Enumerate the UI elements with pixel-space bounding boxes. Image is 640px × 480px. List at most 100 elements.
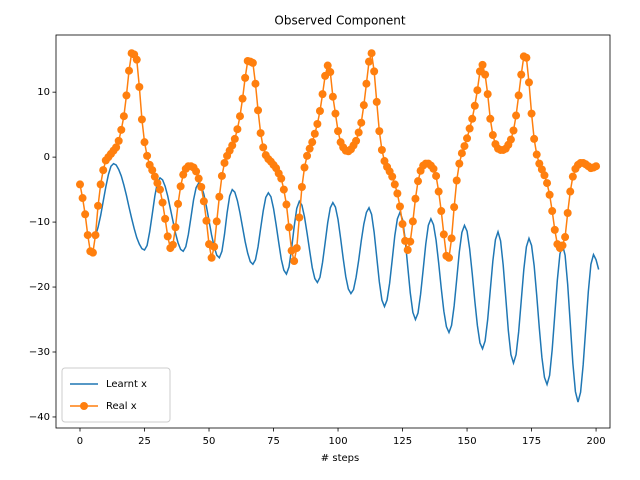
data-point: [285, 223, 294, 232]
data-point: [171, 223, 180, 232]
data-point: [153, 179, 162, 188]
data-point: [522, 53, 531, 62]
data-point: [592, 162, 601, 171]
data-point: [543, 179, 552, 188]
data-point: [137, 115, 146, 124]
data-point: [168, 240, 177, 249]
data-point: [370, 67, 379, 76]
data-point: [155, 185, 164, 194]
data-point: [96, 180, 105, 189]
data-point: [483, 90, 492, 99]
legend: Learnt x Real x: [61, 367, 171, 423]
data-point: [429, 164, 438, 173]
data-point: [235, 112, 244, 121]
data-point: [486, 114, 495, 123]
x-tick-label: 75: [267, 436, 280, 447]
data-point: [517, 70, 526, 79]
data-point: [463, 134, 472, 143]
data-point: [300, 163, 309, 172]
data-point: [395, 202, 404, 211]
data-point: [457, 149, 466, 158]
data-point: [125, 66, 134, 75]
data-point: [450, 203, 459, 212]
data-point: [367, 49, 376, 58]
data-point: [334, 127, 343, 136]
data-point: [94, 201, 103, 210]
data-point: [388, 172, 397, 181]
data-point: [323, 61, 332, 70]
data-point: [509, 126, 518, 135]
data-point: [357, 118, 366, 127]
data-point: [506, 135, 515, 144]
data-point: [568, 172, 577, 181]
data-point: [354, 128, 363, 137]
x-tick-label: 125: [393, 436, 412, 447]
data-point: [434, 187, 443, 196]
data-point: [328, 92, 337, 101]
data-point: [532, 150, 541, 159]
data-point: [561, 233, 570, 242]
data-point: [148, 166, 157, 175]
x-tick-label: 0: [77, 436, 83, 447]
y-tick-label: −10: [29, 217, 50, 228]
data-point: [88, 248, 97, 257]
data-point: [468, 114, 477, 123]
data-point: [212, 217, 221, 226]
data-point: [514, 91, 523, 100]
data-point: [481, 70, 490, 79]
data-point: [313, 119, 322, 128]
data-point: [548, 207, 557, 216]
data-point: [158, 198, 167, 207]
data-point: [315, 107, 324, 116]
data-point: [199, 197, 208, 206]
data-point: [308, 138, 317, 147]
data-point: [233, 125, 242, 134]
data-point: [297, 183, 306, 192]
data-point: [241, 73, 250, 82]
data-point: [150, 172, 159, 181]
data-point: [176, 182, 185, 191]
data-point: [524, 78, 533, 87]
legend-marker: [80, 402, 88, 410]
x-tick-label: 25: [138, 436, 151, 447]
data-point: [372, 97, 381, 106]
data-point: [550, 225, 559, 234]
legend-label: Learnt x: [106, 379, 147, 390]
data-point: [303, 151, 312, 160]
data-point: [135, 82, 144, 91]
data-point: [512, 111, 521, 120]
data-point: [119, 112, 128, 121]
data-point: [364, 57, 373, 66]
y-tick-label: −40: [29, 412, 50, 423]
data-point: [75, 180, 84, 189]
data-point: [432, 171, 441, 180]
data-point: [277, 174, 286, 183]
data-point: [279, 185, 288, 194]
data-point: [447, 234, 456, 243]
data-point: [197, 183, 206, 192]
data-point: [527, 109, 536, 118]
data-point: [408, 217, 417, 226]
data-point: [83, 231, 92, 240]
data-point: [295, 213, 304, 222]
data-point: [194, 174, 203, 183]
data-point: [220, 158, 229, 167]
data-point: [473, 86, 482, 95]
data-point: [248, 58, 257, 67]
data-point: [470, 101, 479, 110]
data-point: [192, 167, 201, 176]
data-point: [112, 143, 121, 152]
data-point: [478, 60, 487, 69]
data-point: [282, 200, 291, 209]
x-tick-label: 175: [522, 436, 541, 447]
data-point: [359, 101, 368, 110]
data-point: [228, 141, 237, 150]
y-tick-label: 0: [44, 152, 50, 163]
y-tick-label: 10: [37, 87, 50, 98]
data-point: [390, 180, 399, 189]
data-point: [174, 199, 183, 208]
data-point: [215, 192, 224, 201]
data-point: [375, 127, 384, 136]
data-point: [406, 237, 415, 246]
data-point: [122, 91, 131, 100]
